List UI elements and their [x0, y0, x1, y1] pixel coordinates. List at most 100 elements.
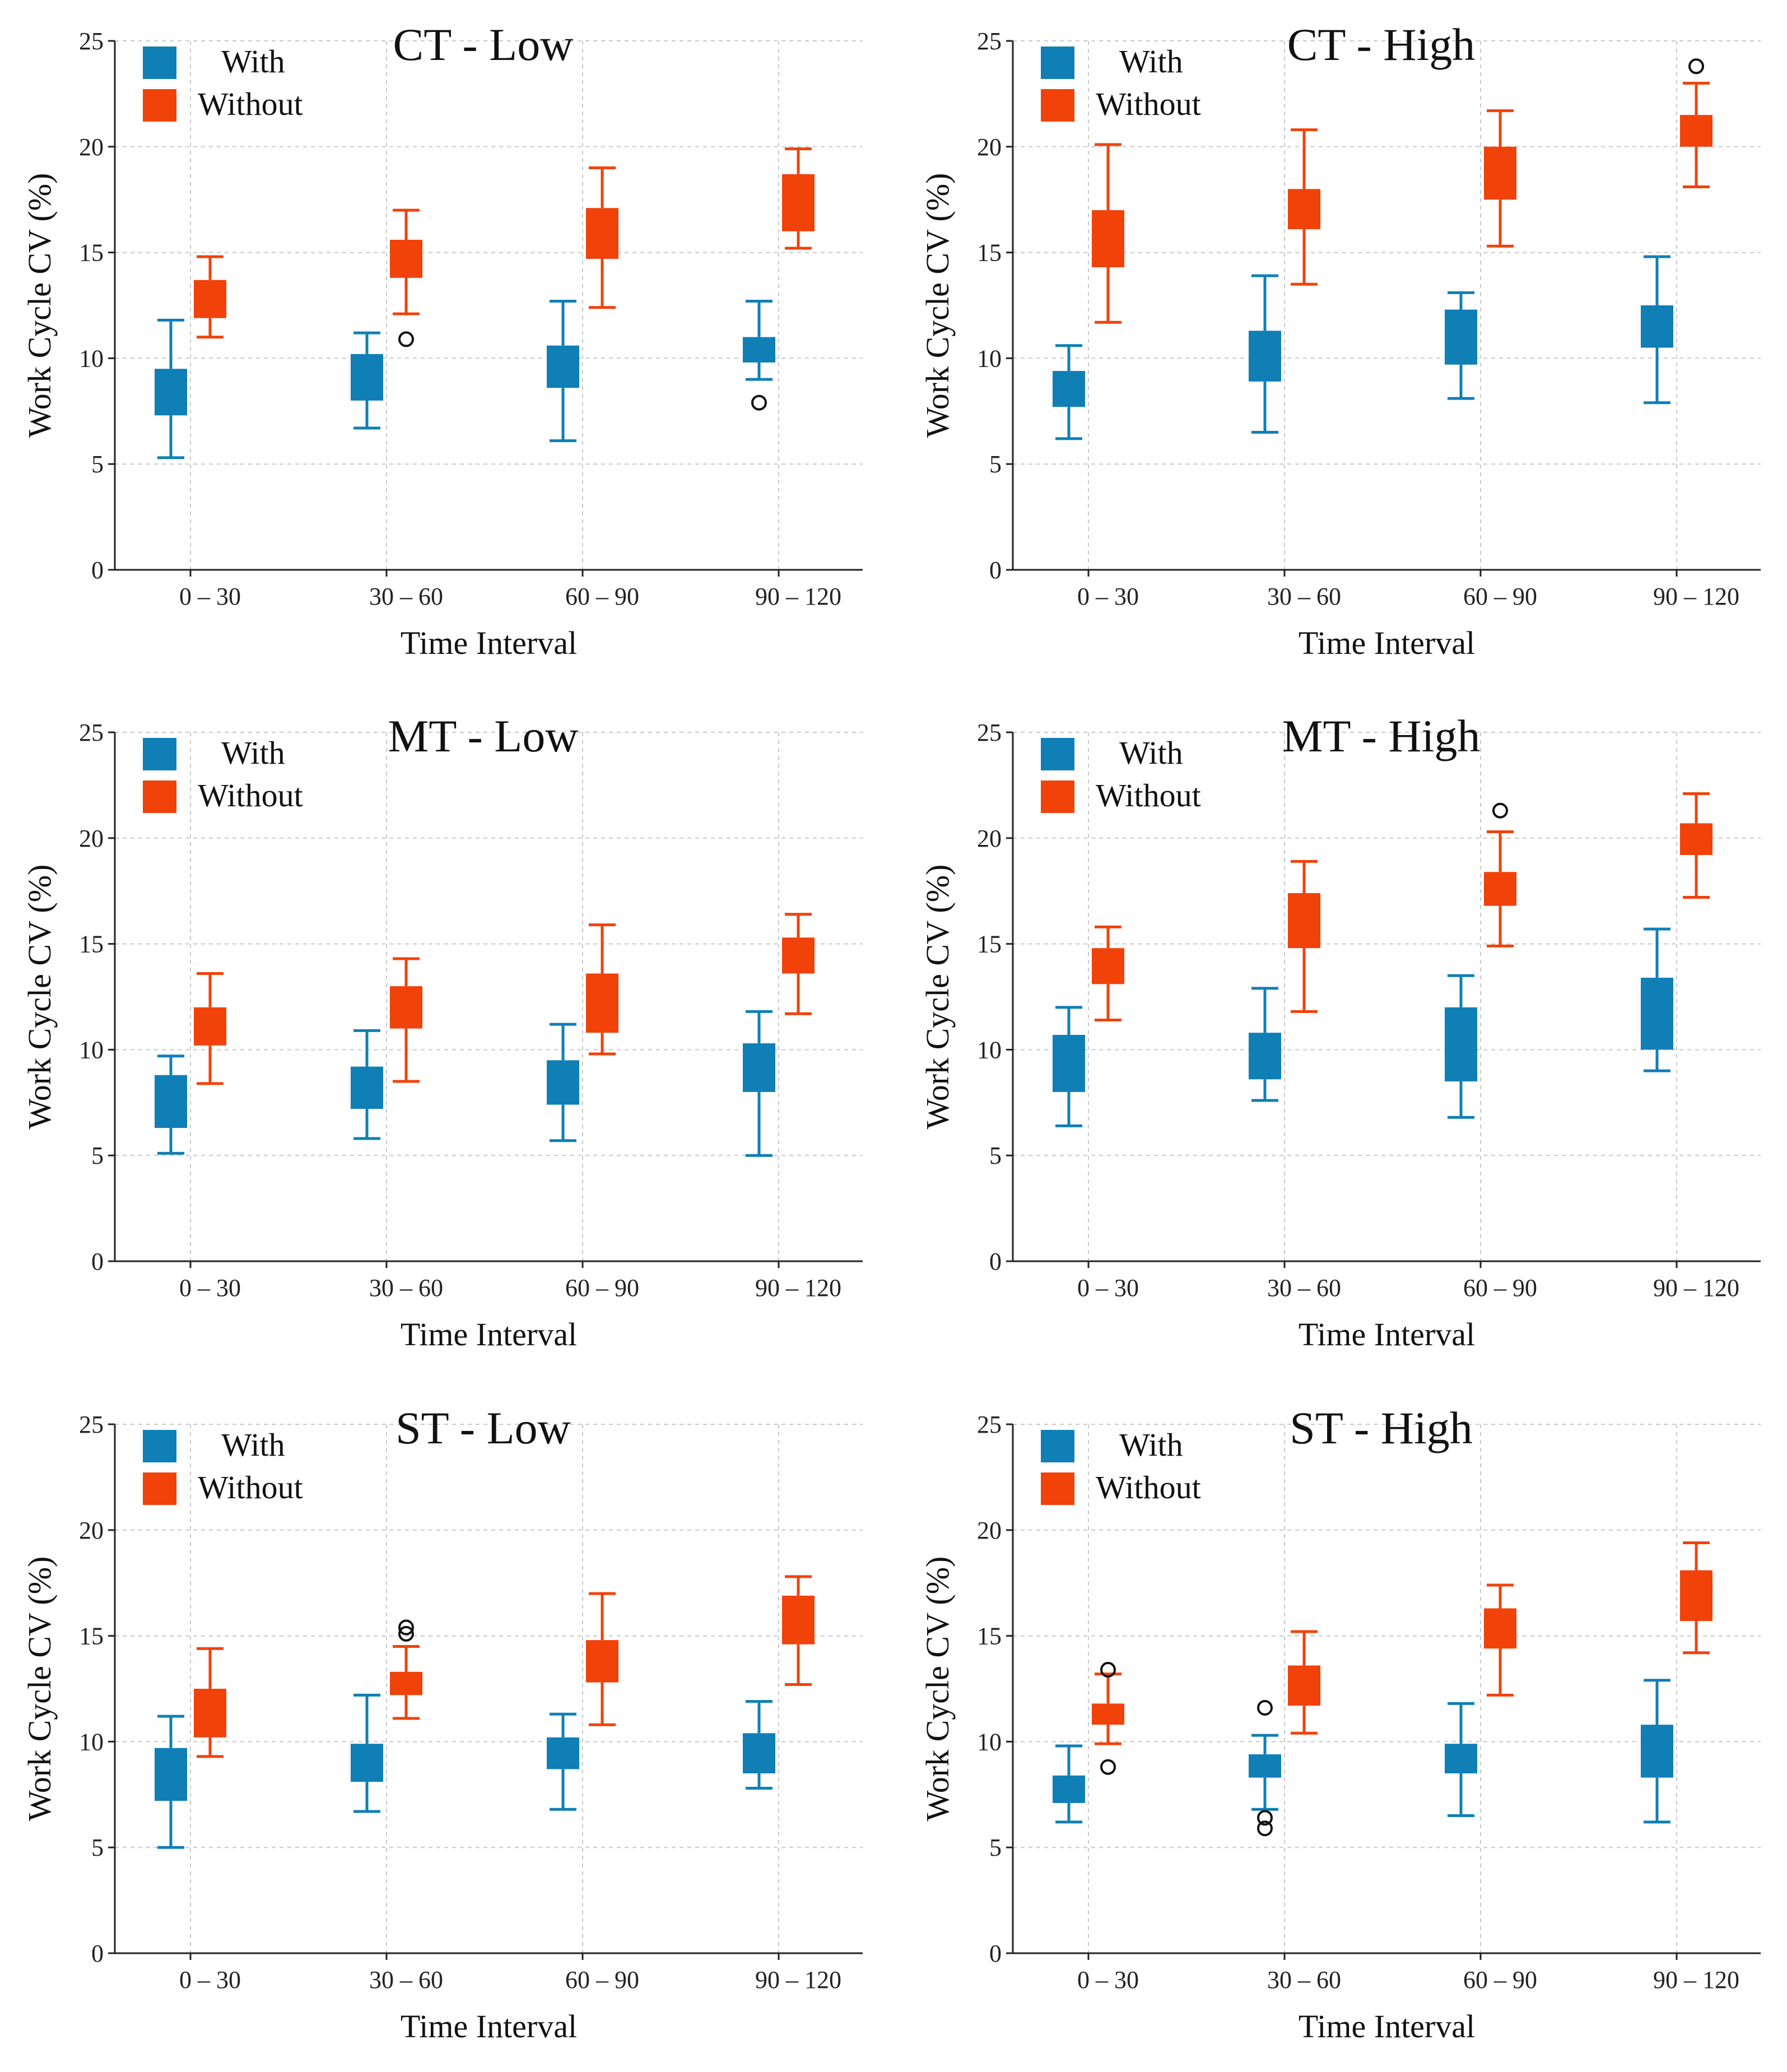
box-with-1 — [1053, 344, 1085, 440]
box-iqr — [1484, 146, 1516, 200]
y-axis-label: Work Cycle CV (%) — [21, 1557, 58, 1822]
panel-title: ST - Low — [395, 1402, 571, 1453]
box-with-4 — [1641, 1679, 1673, 1824]
x-tick-label: 90 – 120 — [1653, 583, 1739, 610]
box-iqr — [1249, 331, 1281, 382]
x-tick-label: 0 – 30 — [1077, 1966, 1139, 1994]
box-without-1 — [194, 1647, 226, 1758]
legend-swatch-with — [1041, 738, 1074, 770]
legend-label-with: With — [221, 735, 285, 771]
x-tick-label: 30 – 60 — [369, 1274, 443, 1302]
box-iqr — [1680, 115, 1712, 147]
y-tick-label: 5 — [91, 1142, 104, 1169]
x-tick-label: 60 – 90 — [1463, 1966, 1537, 1994]
y-tick-label: 5 — [989, 1834, 1002, 1861]
y-tick-label: 25 — [79, 27, 104, 55]
y-tick-label: 20 — [79, 133, 104, 161]
chart-panel-1: 0 5 10 15 20 25 0 – 30 30 – 60 60 – 90 90 – 120 Ti… — [21, 19, 863, 661]
box-with-1 — [155, 318, 187, 459]
legend-swatch-without — [143, 1472, 176, 1505]
box-iqr — [351, 1744, 383, 1782]
box-without-1 — [194, 255, 226, 339]
box-iqr — [547, 1060, 579, 1105]
box-iqr — [586, 208, 618, 259]
outlier-point — [1257, 1820, 1273, 1837]
y-tick-label: 15 — [79, 1623, 104, 1650]
legend-swatch-without — [143, 89, 176, 122]
box-iqr — [1680, 823, 1712, 856]
panel-title: ST - High — [1290, 1402, 1473, 1453]
legend-label-without: Without — [198, 86, 303, 122]
box-without-2 — [1288, 860, 1320, 1013]
legend-swatch-without — [1041, 89, 1074, 122]
y-tick-label: 5 — [91, 1834, 104, 1861]
y-tick-label: 0 — [989, 1248, 1002, 1275]
y-tick-label: 0 — [91, 1248, 104, 1275]
x-tick-label: 90 – 120 — [755, 583, 841, 610]
y-tick-label: 10 — [977, 345, 1002, 372]
box-iqr — [1445, 1744, 1477, 1774]
box-iqr — [390, 986, 422, 1029]
y-axis-label: Work Cycle CV (%) — [21, 865, 58, 1130]
legend-label-without: Without — [1096, 86, 1201, 122]
legend: With Without — [1041, 735, 1201, 814]
box-iqr — [1092, 210, 1124, 268]
box-with-2 — [1249, 274, 1281, 434]
y-tick-label: 0 — [91, 1940, 104, 1967]
box-iqr — [1641, 978, 1673, 1050]
box-iqr — [1249, 1754, 1281, 1778]
y-tick-label: 25 — [977, 27, 1002, 55]
box-with-4 — [743, 299, 775, 411]
x-tick-label: 0 – 30 — [1077, 1274, 1139, 1302]
x-axis-label: Time Interval — [1299, 625, 1475, 661]
legend-label-without: Without — [1096, 777, 1201, 814]
box-iqr — [1445, 309, 1477, 365]
legend-label-with: With — [1119, 735, 1183, 771]
box-iqr — [1288, 1665, 1320, 1706]
box-without-3 — [1484, 1583, 1516, 1697]
box-iqr — [155, 1748, 187, 1801]
panel-title: MT - Low — [388, 710, 578, 761]
x-axis-label: Time Interval — [401, 625, 577, 661]
legend-swatch-without — [143, 781, 176, 813]
x-tick-label: 30 – 60 — [369, 583, 443, 610]
chart-panel-4: 0 5 10 15 20 25 0 – 30 30 – 60 60 – 90 90 – 120 Ti… — [919, 710, 1761, 1353]
box-with-4 — [743, 1010, 775, 1157]
box-without-2 — [390, 957, 422, 1083]
box-iqr — [782, 1595, 815, 1644]
box-iqr — [586, 973, 618, 1033]
x-tick-label: 0 – 30 — [1077, 583, 1139, 610]
x-tick-label: 90 – 120 — [755, 1966, 841, 1994]
box-iqr — [155, 1075, 187, 1128]
x-tick-label: 90 – 120 — [1653, 1274, 1739, 1302]
y-tick-label: 20 — [79, 825, 104, 852]
x-tick-label: 60 – 90 — [565, 1274, 639, 1302]
box-with-2 — [351, 1693, 383, 1813]
y-tick-label: 10 — [79, 1728, 104, 1755]
outlier-point — [398, 1619, 414, 1636]
box-iqr — [1288, 189, 1320, 230]
box-iqr — [743, 1043, 775, 1092]
legend-label-with: With — [1119, 43, 1183, 80]
x-tick-label: 0 – 30 — [179, 1966, 241, 1994]
box-iqr — [390, 1671, 422, 1695]
chart-panel-2: 0 5 10 15 20 25 0 – 30 30 – 60 60 – 90 90 – 120 Ti… — [919, 19, 1761, 661]
box-without-4 — [782, 1575, 815, 1686]
box-with-3 — [1445, 974, 1477, 1119]
panel-title: MT - High — [1282, 710, 1481, 761]
y-tick-label: 10 — [79, 1036, 104, 1063]
box-iqr — [1641, 305, 1673, 348]
box-iqr — [1092, 948, 1124, 984]
box-without-1 — [1092, 1662, 1124, 1775]
y-tick-label: 5 — [989, 1142, 1002, 1169]
box-iqr — [1053, 1034, 1085, 1092]
x-tick-label: 30 – 60 — [1267, 1966, 1341, 1994]
y-tick-label: 25 — [977, 719, 1002, 746]
y-tick-label: 5 — [989, 450, 1002, 478]
x-axis-label: Time Interval — [1299, 1316, 1475, 1353]
box-with-1 — [1053, 1744, 1085, 1824]
y-tick-label: 0 — [91, 556, 104, 584]
x-tick-label: 30 – 60 — [369, 1966, 443, 1994]
outlier-point — [1257, 1699, 1273, 1716]
